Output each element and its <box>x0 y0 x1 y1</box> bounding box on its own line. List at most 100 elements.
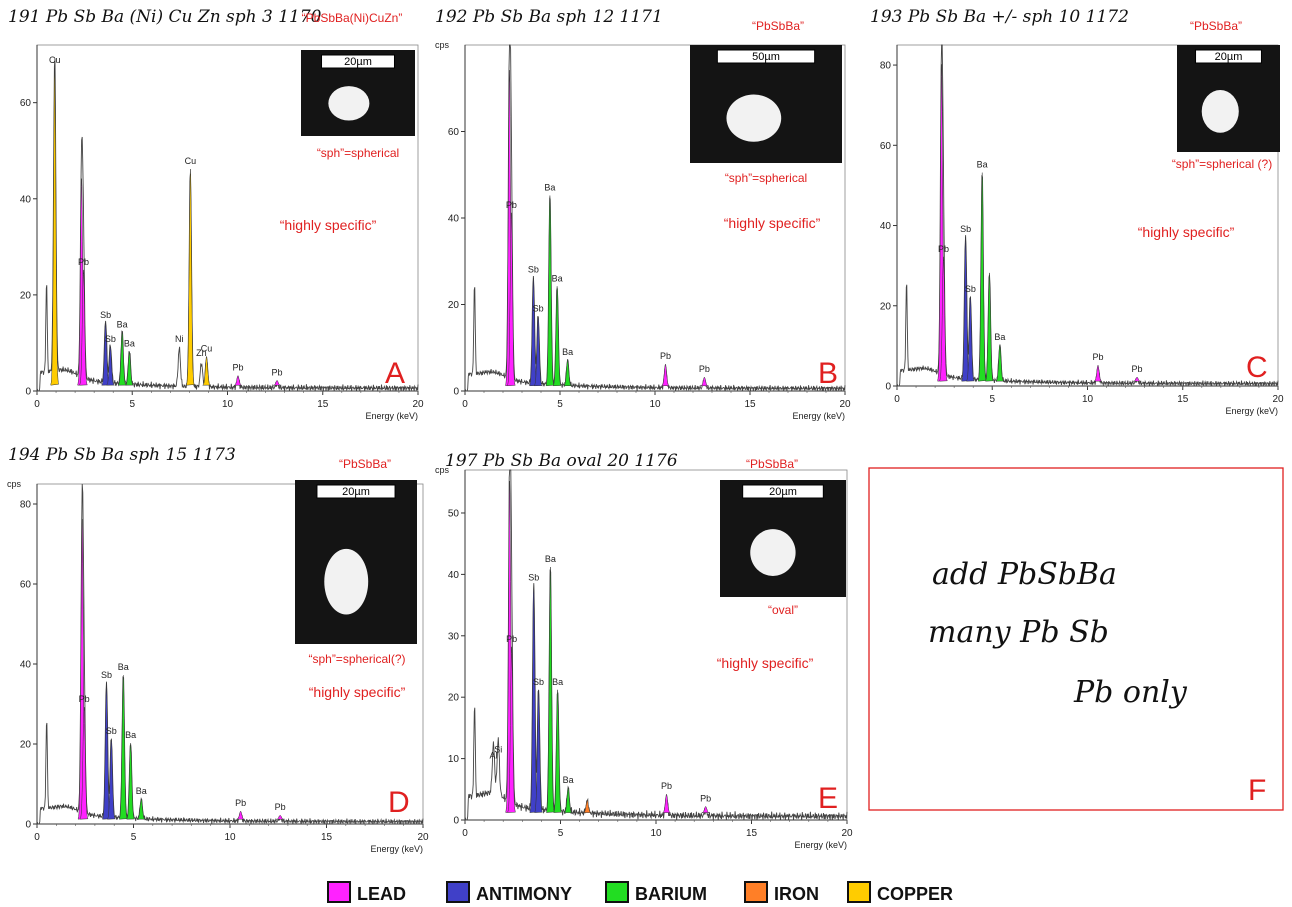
x-tick-label: 0 <box>462 399 468 410</box>
peak-barium <box>563 359 572 387</box>
peak-label: Ba <box>118 662 129 672</box>
peak-label: Cu <box>201 343 213 353</box>
peak-lead <box>700 376 709 387</box>
scale-bar-label: 50µm <box>752 51 780 63</box>
y-axis-label: cps <box>435 465 450 475</box>
peak-barium <box>995 345 1004 382</box>
peak-antimony <box>107 739 116 820</box>
peak-label: Sb <box>533 304 544 314</box>
x-tick-label: 0 <box>894 394 900 405</box>
peak-antimony <box>534 316 543 387</box>
x-tick-label: 20 <box>417 832 429 843</box>
peak-lead <box>939 256 948 382</box>
peak-lead <box>1133 376 1141 382</box>
x-tick-label: 0 <box>462 828 468 839</box>
x-tick-label: 20 <box>839 399 851 410</box>
peak-label: Ba <box>562 347 573 357</box>
panel-letter-b: B <box>818 357 838 390</box>
x-tick-label: 15 <box>744 399 756 410</box>
y-tick-label: 80 <box>20 500 32 511</box>
peak-label: Ba <box>563 775 574 785</box>
peak-label: Pb <box>1092 352 1103 362</box>
peak-label: Pb <box>700 793 711 803</box>
peak-label: Ba <box>552 273 563 283</box>
panel-f-frame <box>868 467 1284 811</box>
y-tick-label: 10 <box>448 754 460 765</box>
peak-label: Sb <box>100 310 111 320</box>
peak-label: Pb <box>1132 364 1143 374</box>
peak-lead <box>1093 364 1102 382</box>
shape-note: “sph”=spherical <box>725 171 807 185</box>
y-tick-label: 0 <box>453 387 459 398</box>
sem-image: 20µm <box>301 50 415 136</box>
peak-lead <box>662 793 671 813</box>
panel-f: add PbSbBa many Pb Sb Pb only F <box>868 467 1284 811</box>
peak-lead <box>276 814 285 820</box>
peak-label: Cu <box>49 55 61 65</box>
legend-item-lead: LEAD <box>327 881 406 904</box>
scale-bar <box>1195 49 1262 64</box>
peak-lead <box>507 646 516 813</box>
peak-antimony <box>966 296 975 382</box>
scale-bar-label: 20µm <box>342 486 370 498</box>
panel-letter-c: C <box>1246 351 1268 384</box>
peak-label: Sb <box>528 572 539 582</box>
legend-swatch-barium <box>605 881 629 903</box>
peak-lead <box>236 810 245 820</box>
peak-label: Pb <box>661 781 672 791</box>
peak-label: Pb <box>232 363 243 373</box>
composition-label: “PbSbBa” <box>752 19 804 33</box>
y-tick-label: 80 <box>880 61 892 72</box>
shape-note: “sph”=spherical(?) <box>308 652 405 666</box>
spectrum-panel-b: 0 5 10 15 20 0 20 40 60 Energy (keV) cps Pb Sb Sb Ba Ba… <box>435 7 851 421</box>
legend-swatch-iron <box>744 881 768 903</box>
peak-label: Sb <box>965 284 976 294</box>
y-tick-label: 40 <box>20 660 32 671</box>
spectrum-line <box>896 44 1279 387</box>
peak-label: Pb <box>506 200 517 210</box>
particle-shape <box>726 94 782 142</box>
composition-label: “PbSbBa” <box>339 457 391 471</box>
shape-note: “oval” <box>768 603 798 617</box>
x-tick-label: 5 <box>131 832 137 843</box>
composition-label: “PbSbBa(Ni)CuZn” <box>302 11 403 25</box>
y-tick-label: 30 <box>448 631 460 642</box>
peak-lead <box>79 269 88 386</box>
peak-label: Ba <box>552 677 563 687</box>
peak-label: Sb <box>528 265 539 275</box>
legend-label-copper: COPPER <box>877 884 953 904</box>
y-tick-label: 50 <box>448 508 460 519</box>
sem-image: 20µm <box>720 480 846 597</box>
y-axis-label: cps <box>7 479 22 489</box>
scale-bar <box>321 54 395 69</box>
peak-lead <box>273 380 281 386</box>
x-axis-label: Energy (keV) <box>370 844 423 854</box>
x-tick-label: 10 <box>224 832 236 843</box>
peak-label: Sb <box>106 726 117 736</box>
panel-f-line-2: many Pb Sb <box>928 615 1109 650</box>
x-tick-label: 10 <box>649 399 661 410</box>
peak-barium <box>553 689 562 813</box>
sem-image: 20µm <box>295 480 417 644</box>
handwritten-sample-note: 194 Pb Sb Ba sph 15 1173 <box>8 445 236 465</box>
spectrum-line <box>464 44 846 392</box>
x-tick-label: 20 <box>841 828 853 839</box>
peak-barium <box>553 286 562 387</box>
peak-label: Pb <box>938 244 949 254</box>
peak-lead <box>661 363 670 387</box>
peak-label: Ba <box>544 183 555 193</box>
element-legend: LEAD ANTIMONY BARIUM IRON COPPER <box>327 881 953 904</box>
particle-shape <box>750 529 796 576</box>
peak-label: Ni <box>175 334 184 344</box>
peak-copper <box>50 68 59 386</box>
y-tick-label: 20 <box>20 740 32 751</box>
x-tick-label: 0 <box>34 832 40 843</box>
x-tick-label: 15 <box>317 399 329 410</box>
x-tick-label: 15 <box>746 828 758 839</box>
scale-bar <box>316 484 396 499</box>
peak-label: Ba <box>545 554 556 564</box>
handwritten-sample-note: 193 Pb Sb Ba +/- sph 10 1172 <box>870 7 1129 27</box>
x-tick-label: 10 <box>1082 394 1094 405</box>
handwritten-sample-note: 192 Pb Sb Ba sph 12 1171 <box>435 7 663 27</box>
